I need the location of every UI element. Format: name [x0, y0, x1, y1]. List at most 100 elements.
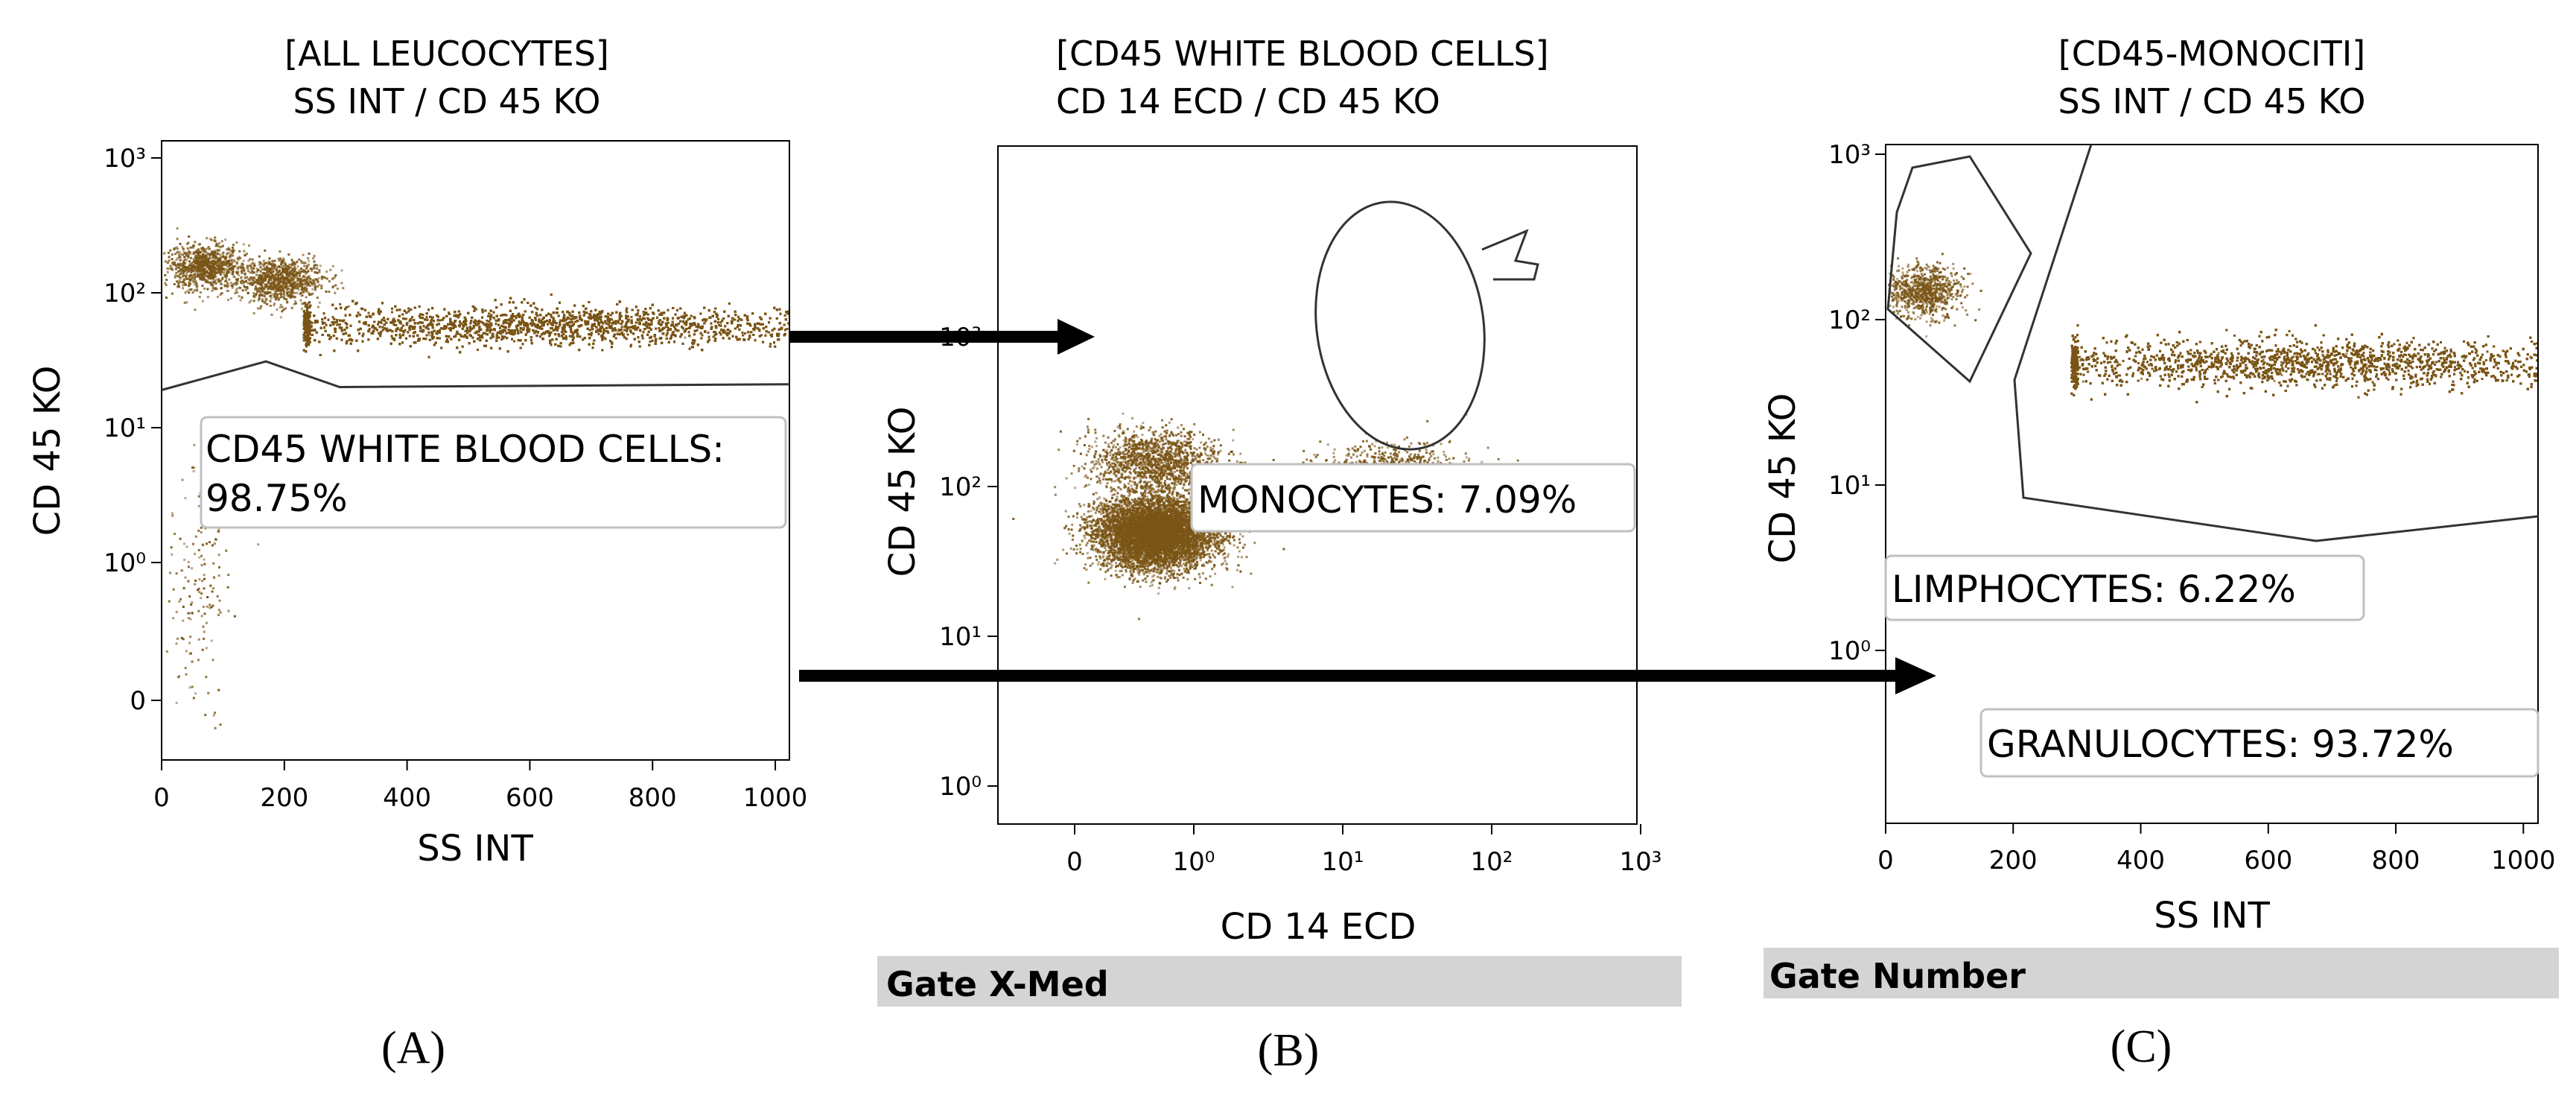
- scatter-dot: [280, 266, 283, 269]
- scatter-dot: [279, 296, 282, 299]
- scatter-dot: [192, 253, 195, 256]
- scatter-dot: [314, 264, 317, 267]
- scatter-dot: [227, 290, 229, 292]
- scatter-dot: [284, 307, 287, 310]
- scatter-dot: [265, 265, 268, 268]
- scatter-dot: [318, 301, 321, 304]
- scatter-dot: [204, 280, 207, 282]
- scatter-dot: [246, 286, 249, 288]
- scatter-dot: [308, 282, 310, 285]
- scatter-dot: [205, 267, 208, 270]
- scatter-dot: [228, 259, 230, 262]
- scatter-dot: [201, 248, 204, 250]
- scatter-dot: [212, 263, 215, 266]
- scatter-dot: [270, 267, 273, 270]
- scatter-dot: [265, 262, 268, 264]
- scatter-dot: [165, 279, 168, 282]
- scatter-dot: [300, 262, 303, 264]
- scatter-dot: [298, 283, 301, 286]
- scatter-dot: [176, 257, 179, 260]
- scatter-dot: [279, 292, 282, 295]
- scatter-dot: [287, 268, 290, 271]
- scatter-dot: [309, 267, 312, 270]
- scatter-dot: [347, 305, 350, 308]
- scatter-dot: [284, 282, 287, 284]
- scatter-dot: [182, 265, 185, 268]
- scatter-dot: [278, 287, 281, 290]
- scatter-dot: [273, 293, 276, 296]
- scatter-dot: [281, 267, 284, 270]
- scatter-dot: [231, 247, 234, 249]
- scatter-dot: [317, 280, 319, 283]
- scatter-dot: [273, 276, 276, 279]
- scatter-dot: [279, 285, 282, 288]
- scatter-dot: [180, 270, 183, 273]
- scatter-dot: [313, 260, 316, 263]
- scatter-dot: [216, 267, 219, 270]
- scatter-dot: [272, 270, 275, 273]
- scatter-dot: [248, 244, 250, 247]
- scatter-dot: [289, 291, 292, 294]
- scatter-dot: [313, 280, 316, 283]
- scatter-dot: [229, 250, 232, 252]
- scatter-dot: [331, 286, 334, 289]
- scatter-dot: [303, 264, 306, 267]
- scatter-dot: [227, 247, 230, 250]
- scatter-dot: [277, 293, 280, 295]
- scatter-dot: [177, 253, 180, 256]
- scatter-dot: [236, 257, 239, 260]
- scatter-dot: [198, 267, 201, 270]
- scatter-dot: [197, 264, 200, 267]
- scatter-dot: [263, 268, 266, 271]
- scatter-dot: [203, 250, 206, 253]
- scatter-dot: [200, 247, 203, 250]
- scatter-dot: [214, 240, 217, 243]
- scatter-dot: [318, 269, 321, 272]
- scatter-dot: [209, 257, 212, 259]
- scatter-dot: [163, 252, 166, 255]
- scatter-dot: [275, 292, 278, 295]
- scatter-dot: [309, 285, 312, 287]
- scatter-dot: [214, 287, 217, 289]
- scatter-dot: [259, 290, 262, 293]
- scatter-dot: [211, 261, 214, 264]
- scatter-dot: [274, 287, 277, 289]
- scatter-dot: [226, 282, 229, 285]
- scatter-dot: [230, 259, 233, 262]
- scatter-dot: [258, 276, 261, 279]
- scatter-dot: [199, 254, 201, 257]
- scatter-dot: [252, 291, 255, 294]
- scatter-dot: [176, 266, 179, 269]
- scatter-dot: [196, 285, 199, 288]
- scatter-dot: [287, 275, 290, 278]
- scatter-dot: [216, 264, 219, 267]
- scatter-dot: [195, 260, 198, 263]
- scatter-dot: [273, 289, 276, 292]
- scatter-dot: [241, 279, 244, 282]
- scatter-dot: [242, 267, 245, 270]
- scatter-dot: [229, 267, 232, 270]
- scatter-dot: [188, 291, 191, 294]
- scatter-dot: [167, 262, 169, 264]
- scatter-dot: [204, 260, 207, 262]
- scatter-dot: [221, 261, 223, 264]
- scatter-dot: [279, 257, 282, 260]
- scatter-dot: [292, 262, 295, 264]
- scatter-dot: [339, 302, 342, 305]
- scatter-dot: [305, 288, 308, 291]
- scatter-dot: [169, 264, 172, 267]
- scatter-dot: [273, 304, 276, 307]
- scatter-dot: [219, 294, 222, 296]
- scatter-dot: [241, 289, 244, 292]
- scatter-dot: [268, 257, 271, 260]
- scatter-dot: [233, 276, 236, 279]
- scatter-dot: [292, 291, 295, 294]
- scatter-dot: [263, 273, 265, 276]
- scatter-dot: [307, 270, 310, 273]
- scatter-dot: [219, 260, 222, 263]
- scatter-dot: [191, 276, 194, 279]
- scatter-dot: [255, 267, 258, 270]
- scatter-dot: [184, 266, 187, 269]
- scatter-dot: [264, 273, 267, 276]
- scatter-dot: [308, 263, 310, 266]
